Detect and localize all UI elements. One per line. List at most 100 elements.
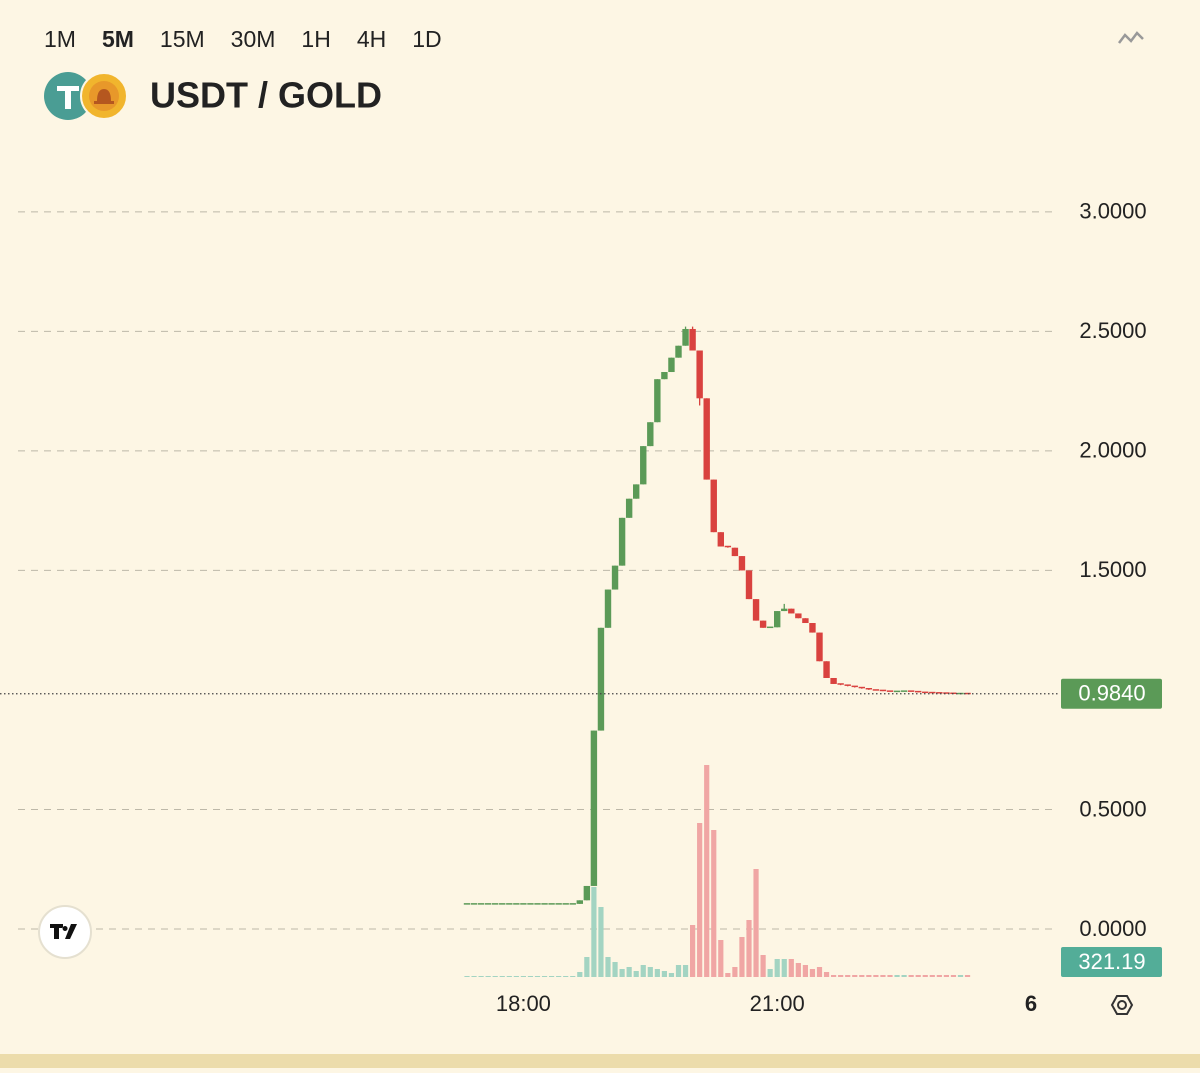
- candle-body: [900, 690, 908, 692]
- candle-body: [809, 623, 816, 633]
- candle-body: [682, 328, 689, 346]
- volume-bar: [823, 972, 830, 977]
- candle-body: [463, 903, 471, 905]
- candle-body: [520, 903, 527, 905]
- volume-bar: [591, 887, 597, 977]
- volume-bar: [506, 976, 512, 977]
- candle-body: [703, 398, 710, 480]
- volume-bar: [697, 823, 703, 977]
- candle-body: [788, 608, 795, 614]
- volume-bar: [577, 972, 583, 977]
- volume-bar: [781, 959, 787, 977]
- candle-body: [647, 422, 654, 447]
- volume-bar: [598, 907, 604, 977]
- volume-bar: [753, 869, 759, 977]
- candle-body: [477, 903, 485, 905]
- candle-body: [717, 532, 724, 547]
- volume-bar: [640, 965, 646, 977]
- candle-body: [541, 903, 548, 905]
- volume-bar: [654, 969, 660, 977]
- volume-bar: [760, 955, 766, 977]
- volume-bar: [612, 962, 618, 977]
- candle-body: [929, 691, 936, 694]
- volume-bar: [675, 965, 682, 977]
- last-price-label: 0.9840: [1078, 681, 1145, 706]
- candle-body: [964, 692, 971, 695]
- timeframe-bar: 1M 5M 15M 30M 1H 4H 1D: [44, 26, 442, 52]
- x-tick-label: 18:00: [496, 991, 551, 1016]
- volume-bar: [802, 965, 808, 977]
- timeframe-tab[interactable]: 15M: [160, 26, 205, 52]
- candle-body: [654, 379, 661, 423]
- candle-body: [611, 565, 619, 590]
- candle-body: [915, 690, 922, 693]
- chart-title: USDT / GOLD: [150, 75, 382, 116]
- last-price-badge: [1061, 678, 1162, 709]
- volume-bar: [838, 975, 844, 977]
- candle-body: [562, 903, 569, 905]
- candle-body: [745, 570, 753, 600]
- timeframe-tab[interactable]: 4H: [357, 26, 386, 52]
- volume-bar: [661, 971, 667, 977]
- x-tick-label: 21:00: [750, 991, 805, 1016]
- volume-bar: [570, 976, 576, 977]
- y-tick-label: 0.5000: [1079, 796, 1146, 821]
- last-volume-badge: [1061, 947, 1162, 977]
- volume-bar: [866, 975, 872, 977]
- settings-hexagon: [1110, 995, 1134, 1015]
- volume-bar: [873, 975, 879, 977]
- candle-body: [583, 885, 591, 901]
- candle-body: [774, 611, 781, 628]
- volume-bar: [880, 975, 886, 977]
- volume-bar: [626, 967, 632, 977]
- candle-body: [886, 690, 894, 692]
- candle-body: [492, 903, 499, 905]
- y-tick-label: 0.0000: [1079, 916, 1146, 941]
- volume-bar: [485, 976, 491, 977]
- volume-bar: [520, 976, 526, 977]
- volume-bar: [478, 976, 484, 977]
- indicator-icon[interactable]: [1118, 31, 1144, 44]
- volume-bar: [584, 957, 590, 977]
- volume-bar: [682, 965, 689, 977]
- settings-button[interactable]: [1110, 995, 1134, 1015]
- timeframe-tab[interactable]: 5M: [102, 26, 134, 52]
- candle-body: [548, 903, 555, 905]
- candle-body: [597, 627, 605, 731]
- tradingview-logo[interactable]: [38, 905, 92, 959]
- volume-bar: [936, 975, 942, 977]
- candle-body: [724, 545, 732, 548]
- timeframe-tab[interactable]: 30M: [231, 26, 276, 52]
- logo-glyph: [50, 924, 77, 939]
- volume-bar: [774, 959, 780, 977]
- volume-bar: [788, 959, 794, 977]
- last-volume-label: 321.19: [1078, 949, 1145, 974]
- volume-bar: [831, 975, 837, 977]
- volume-bar: [746, 920, 752, 977]
- candle-body: [527, 903, 534, 905]
- volume-bar: [556, 976, 562, 977]
- volume-bar: [704, 765, 710, 977]
- volume-bar: [732, 967, 738, 977]
- volume-bar: [816, 967, 823, 977]
- timeframe-tab[interactable]: 1D: [412, 26, 441, 52]
- candle-body: [661, 372, 668, 380]
- volume-bar: [499, 976, 505, 977]
- volume-bar: [471, 976, 477, 977]
- candle-body: [872, 689, 880, 691]
- volume-bar: [725, 973, 731, 977]
- volume-bar: [795, 963, 801, 977]
- volume-bar: [527, 976, 534, 977]
- timeframe-tab[interactable]: 1H: [301, 26, 330, 52]
- candle-body: [851, 685, 858, 688]
- volume-bar: [901, 975, 907, 977]
- candle-body: [470, 903, 478, 905]
- y-tick-label: 2.5000: [1079, 318, 1146, 343]
- x-tick-label: 6: [1025, 991, 1037, 1016]
- candle-body: [555, 903, 562, 905]
- timeframe-tab[interactable]: 1M: [44, 26, 76, 52]
- candle-body: [668, 357, 675, 373]
- volume-bar: [894, 975, 900, 977]
